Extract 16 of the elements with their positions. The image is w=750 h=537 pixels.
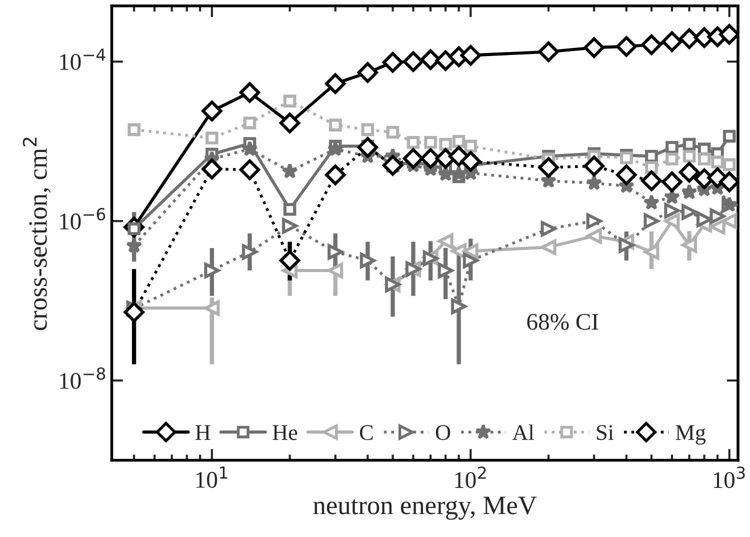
- x-tick-label: 10$^{1}$: [196, 466, 228, 488]
- x-axis-title: neutron energy, MeV: [313, 496, 537, 520]
- legend-label: O: [436, 425, 450, 440]
- legend-label: Al: [512, 424, 534, 440]
- legend-label: Si: [596, 425, 614, 440]
- legend-label: C: [360, 425, 373, 440]
- y-tick-label: 10$^{−6}$: [60, 208, 106, 230]
- y-tick-label: 10$^{−8}$: [60, 367, 106, 389]
- annotation: 68% CI: [527, 314, 598, 330]
- y-axis-title: cross-section, cm$^{2}$: [22, 138, 51, 330]
- legend-label: He: [272, 425, 298, 440]
- x-tick-label: 10$^{2}$: [455, 466, 486, 488]
- y-tick-label: 10$^{−4}$: [60, 48, 106, 70]
- legend-label: H: [196, 425, 210, 440]
- legend-label: Mg: [676, 425, 706, 445]
- x-tick-label: 10$^{3}$: [714, 466, 745, 488]
